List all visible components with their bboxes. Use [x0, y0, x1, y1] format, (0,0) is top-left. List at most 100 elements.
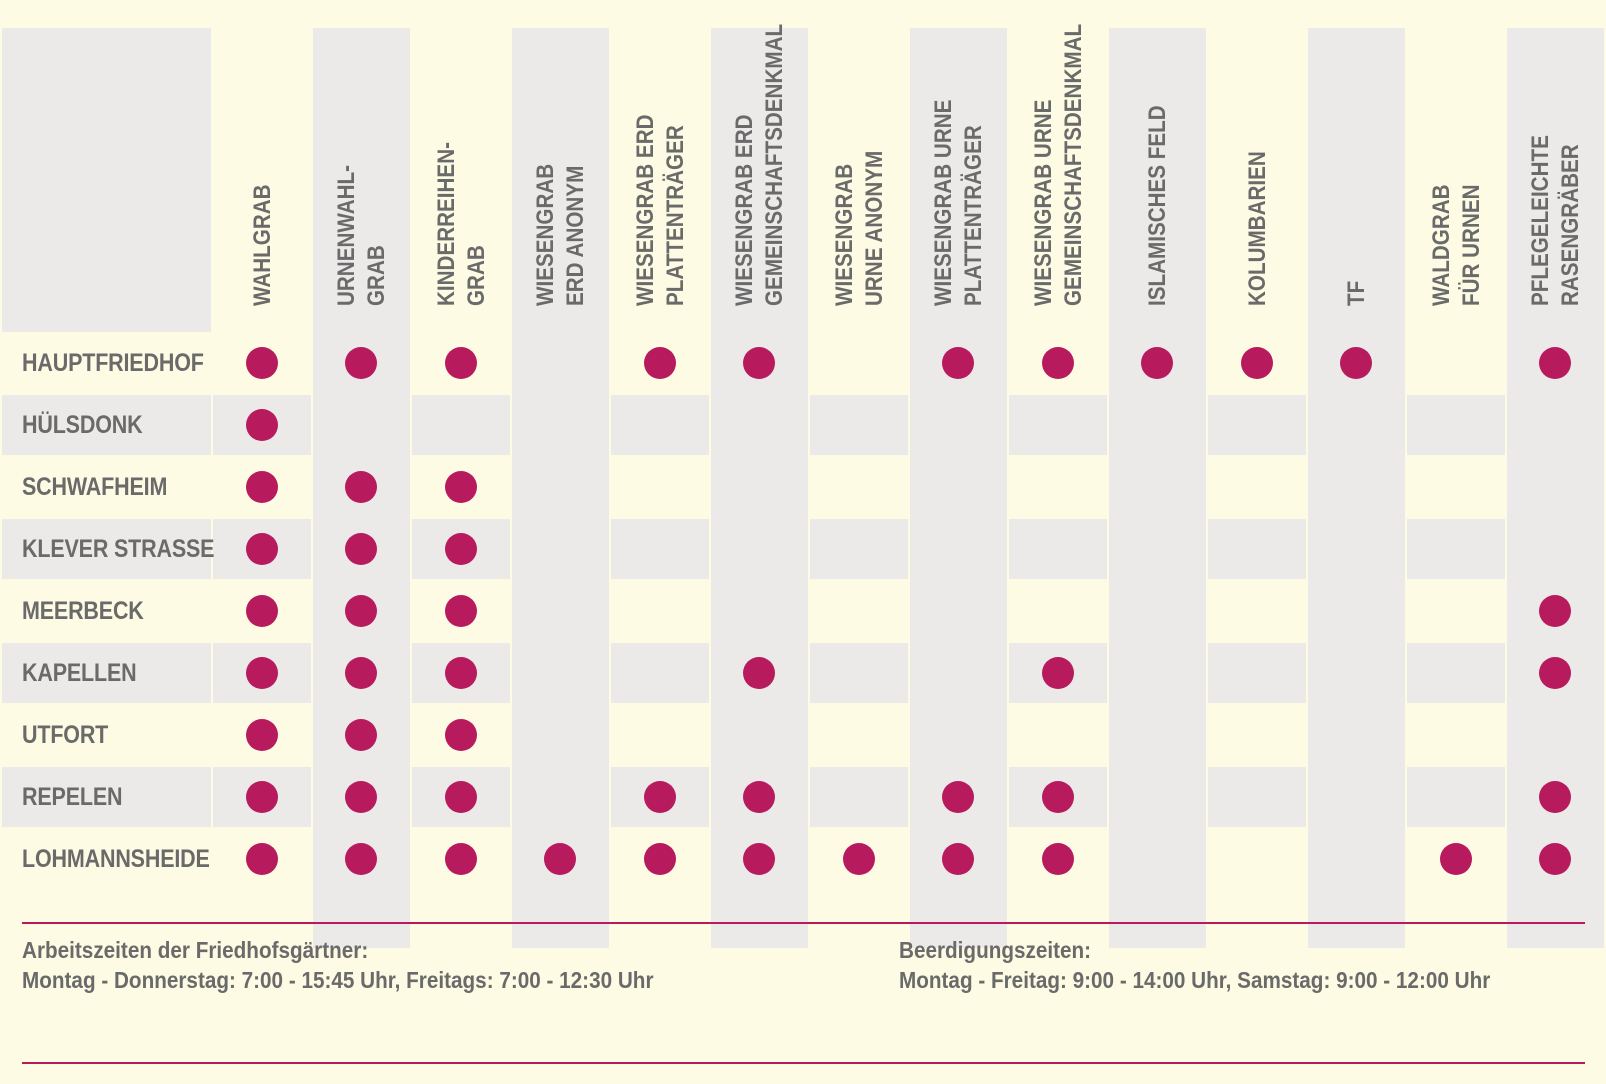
- availability-dot: [1141, 347, 1174, 379]
- cell-band: [1407, 395, 1505, 455]
- row-label: KLEVER STRASSE: [22, 535, 215, 563]
- availability-dot: [544, 843, 577, 875]
- availability-dot: [345, 595, 378, 627]
- availability-dot: [942, 781, 975, 813]
- row-band: [2, 643, 211, 703]
- column-header-cell: [1208, 28, 1306, 332]
- column-header: WAHLGRAB: [248, 6, 278, 306]
- availability-dot: [245, 595, 278, 627]
- column-header-cell: [1407, 28, 1505, 332]
- availability-dot: [444, 471, 477, 503]
- column-header: WIESENGRAB ERD GEMEINSCHAFTSDENKMAL: [730, 6, 790, 306]
- column-header-cell: [213, 28, 311, 332]
- cell-band: [611, 643, 709, 703]
- column-header-line: ERD ANONYM: [562, 165, 590, 306]
- availability-dot: [1041, 843, 1074, 875]
- cell-band: [810, 643, 908, 703]
- divider-bottom: [22, 1062, 1585, 1064]
- cell-band: [810, 519, 908, 579]
- availability-dot: [444, 657, 477, 689]
- column-header: KINDERREIHEN- GRAB: [432, 6, 492, 306]
- cell-band: [611, 395, 709, 455]
- row-label: HAUPTFRIEDHOF: [22, 349, 204, 377]
- availability-dot: [245, 409, 278, 441]
- availability-dot: [1041, 347, 1074, 379]
- column-header: WIESENGRAB URNE PLATTENTRÄGER: [929, 6, 989, 306]
- row-label: MEERBECK: [22, 597, 144, 625]
- cell-band: [1407, 767, 1505, 827]
- column-header-line: WIESENGRAB URNE: [930, 99, 958, 306]
- column-header-line: WIESENGRAB ERD: [631, 114, 659, 306]
- column-header-line: PLATTENTRÄGER: [960, 125, 988, 306]
- cell-band: [611, 519, 709, 579]
- availability-dot: [345, 657, 378, 689]
- funeral-hours-text: Montag - Freitag: 9:00 - 14:00 Uhr, Sams…: [899, 967, 1491, 993]
- column-header: ISLAMISCHES FELD: [1143, 6, 1173, 306]
- column-header-line: FÜR URNEN: [1457, 184, 1485, 306]
- availability-dot: [444, 533, 477, 565]
- availability-dot: [245, 719, 278, 751]
- availability-dot: [245, 471, 278, 503]
- availability-dot: [743, 781, 776, 813]
- column-header: WIESENGRAB ERD PLATTENTRÄGER: [631, 6, 691, 306]
- column-header-line: WIESENGRAB: [830, 163, 858, 306]
- cell-band: [1208, 395, 1306, 455]
- availability-dot: [245, 781, 278, 813]
- availability-dot: [345, 843, 378, 875]
- column-header: WIESENGRAB URNE GEMEINSCHAFTSDENKMAL: [1029, 6, 1089, 306]
- column-band: [1307, 28, 1405, 948]
- availability-dot: [743, 843, 776, 875]
- column-header: WALDGRAB FÜR URNEN: [1427, 6, 1487, 306]
- availability-dot: [1539, 347, 1572, 379]
- row-band: [2, 519, 211, 579]
- column-header-line: KINDERREIHEN-: [432, 142, 460, 306]
- column-header-line: KOLUMBARIEN: [1243, 151, 1271, 306]
- column-header-cell: [810, 28, 908, 332]
- column-header-line: URNE ANONYM: [860, 150, 888, 306]
- column-header-cell: [1009, 28, 1107, 332]
- availability-dot: [743, 657, 776, 689]
- cell-band: [1208, 767, 1306, 827]
- corner-cell: [2, 28, 211, 332]
- availability-dot: [444, 719, 477, 751]
- availability-dot: [643, 347, 676, 379]
- cell-band: [1407, 519, 1505, 579]
- column-band: [1108, 28, 1206, 948]
- availability-dot: [1041, 657, 1074, 689]
- availability-dot: [1539, 781, 1572, 813]
- row-band: [2, 395, 211, 455]
- availability-dot: [1539, 657, 1572, 689]
- availability-dot: [444, 781, 477, 813]
- column-header-line: WALDGRAB: [1427, 184, 1455, 306]
- column-header-line: URNENWAHL-: [333, 164, 361, 306]
- column-header-line: ISLAMISCHES FELD: [1144, 105, 1172, 306]
- column-header-line: RASENGRÄBER: [1557, 144, 1585, 306]
- availability-dot: [1340, 347, 1373, 379]
- column-header-cell: [412, 28, 510, 332]
- availability-dot: [345, 471, 378, 503]
- column-header-line: WAHLGRAB: [248, 184, 276, 306]
- divider-top: [22, 922, 1585, 924]
- column-header: PFLEGELEICHTE RASENGRÄBER: [1526, 6, 1586, 306]
- availability-dot: [1240, 347, 1273, 379]
- availability-dot: [1041, 781, 1074, 813]
- funeral-hours-title: Beerdigungszeiten:: [899, 937, 1092, 963]
- column-header-line: WIESENGRAB ERD: [731, 114, 759, 306]
- column-header: KOLUMBARIEN: [1243, 6, 1273, 306]
- availability-dot: [942, 347, 975, 379]
- column-header: WIESENGRAB ERD ANONYM: [531, 6, 591, 306]
- availability-dot: [345, 533, 378, 565]
- gardener-hours-text: Montag - Donnerstag: 7:00 - 15:45 Uhr, F…: [22, 967, 654, 993]
- availability-dot: [245, 657, 278, 689]
- availability-dot: [345, 781, 378, 813]
- availability-dot: [643, 781, 676, 813]
- gardener-hours-title: Arbeitszeiten der Friedhofsgärtner:: [22, 937, 369, 963]
- availability-dot: [245, 533, 278, 565]
- availability-dot: [1539, 595, 1572, 627]
- column-header-line: WIESENGRAB URNE: [1029, 99, 1057, 306]
- cell-band: [1208, 643, 1306, 703]
- cell-band: [1208, 519, 1306, 579]
- row-label: UTFORT: [22, 721, 109, 749]
- availability-dot: [1539, 843, 1572, 875]
